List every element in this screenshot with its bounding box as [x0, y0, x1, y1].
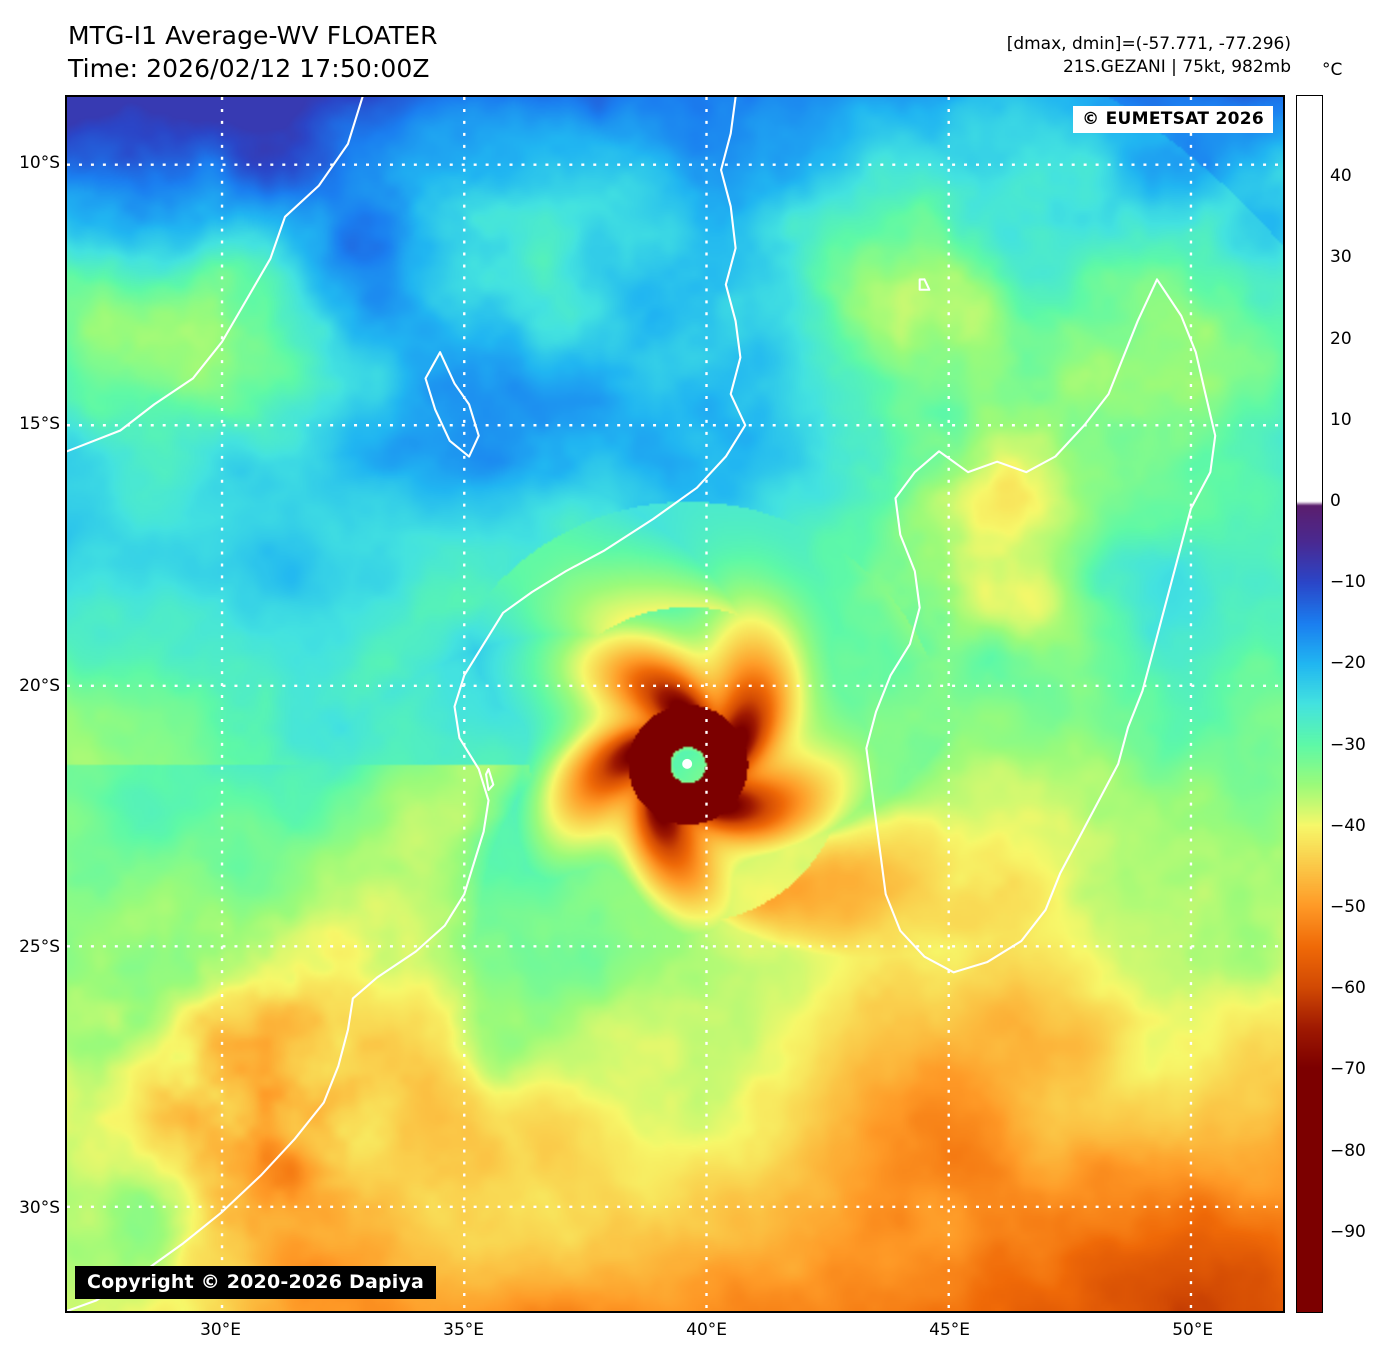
- lon-tick-2: 40°E: [686, 1320, 728, 1340]
- colorbar-tick-0: 40: [1330, 166, 1352, 187]
- colorbar[interactable]: [1296, 95, 1323, 1313]
- colorbar-tick-2: 20: [1330, 328, 1352, 349]
- eumetsat-attribution-badge: © EUMETSAT 2026: [1073, 106, 1273, 133]
- colorbar-gradient: [1297, 96, 1322, 1312]
- colorbar-tick-12: −80: [1330, 1140, 1366, 1161]
- lon-tick-0: 30°E: [200, 1320, 241, 1340]
- lon-tick-1: 35°E: [443, 1320, 484, 1340]
- colorbar-tick-1: 30: [1330, 247, 1352, 268]
- colorbar-tick-7: −30: [1330, 734, 1366, 755]
- page-title: MTG-I1 Average-WV FLOATER: [68, 21, 438, 50]
- colorbar-tick-4: 0: [1330, 491, 1341, 511]
- colorbar-tick-3: 10: [1330, 409, 1352, 430]
- dmax-dmin-text: [dmax, dmin]=(-57.771, -77.296): [1006, 34, 1291, 54]
- lat-tick-4: 30°S: [19, 1198, 60, 1219]
- colorbar-tick-5: −10: [1330, 572, 1366, 593]
- colorbar-tick-13: −90: [1330, 1221, 1366, 1242]
- colorbar-tick-9: −50: [1330, 897, 1366, 917]
- lon-tick-4: 50°E: [1172, 1320, 1214, 1340]
- colorbar-unit-label: °C: [1322, 60, 1343, 80]
- lat-tick-2: 20°S: [19, 675, 60, 696]
- title-block: MTG-I1 Average-WV FLOATER Time: 2026/02/…: [68, 20, 438, 85]
- metadata-block: [dmax, dmin]=(-57.771, -77.296) 21S.GEZA…: [1007, 33, 1291, 79]
- lon-tick-3: 45°E: [929, 1320, 971, 1340]
- colorbar-tick-8: −40: [1330, 815, 1366, 836]
- colorbar-tick-6: −20: [1330, 653, 1366, 674]
- colorbar-tick-11: −70: [1330, 1059, 1366, 1080]
- lat-tick-3: 25°S: [19, 937, 60, 958]
- lat-tick-0: 10°S: [19, 152, 60, 173]
- copyright-banner: Copyright © 2020-2026 Dapiya: [75, 1266, 437, 1299]
- satellite-imagery: [67, 97, 1283, 1311]
- colorbar-tick-10: −60: [1330, 978, 1366, 999]
- timestamp-line: Time: 2026/02/12 17:50:00Z: [68, 53, 430, 83]
- lat-tick-1: 15°S: [19, 414, 60, 435]
- satellite-image-panel[interactable]: © EUMETSAT 2026 Copyright © 2020-2026 Da…: [65, 95, 1285, 1313]
- storm-info-text: 21S.GEZANI | 75kt, 982mb: [1062, 56, 1291, 77]
